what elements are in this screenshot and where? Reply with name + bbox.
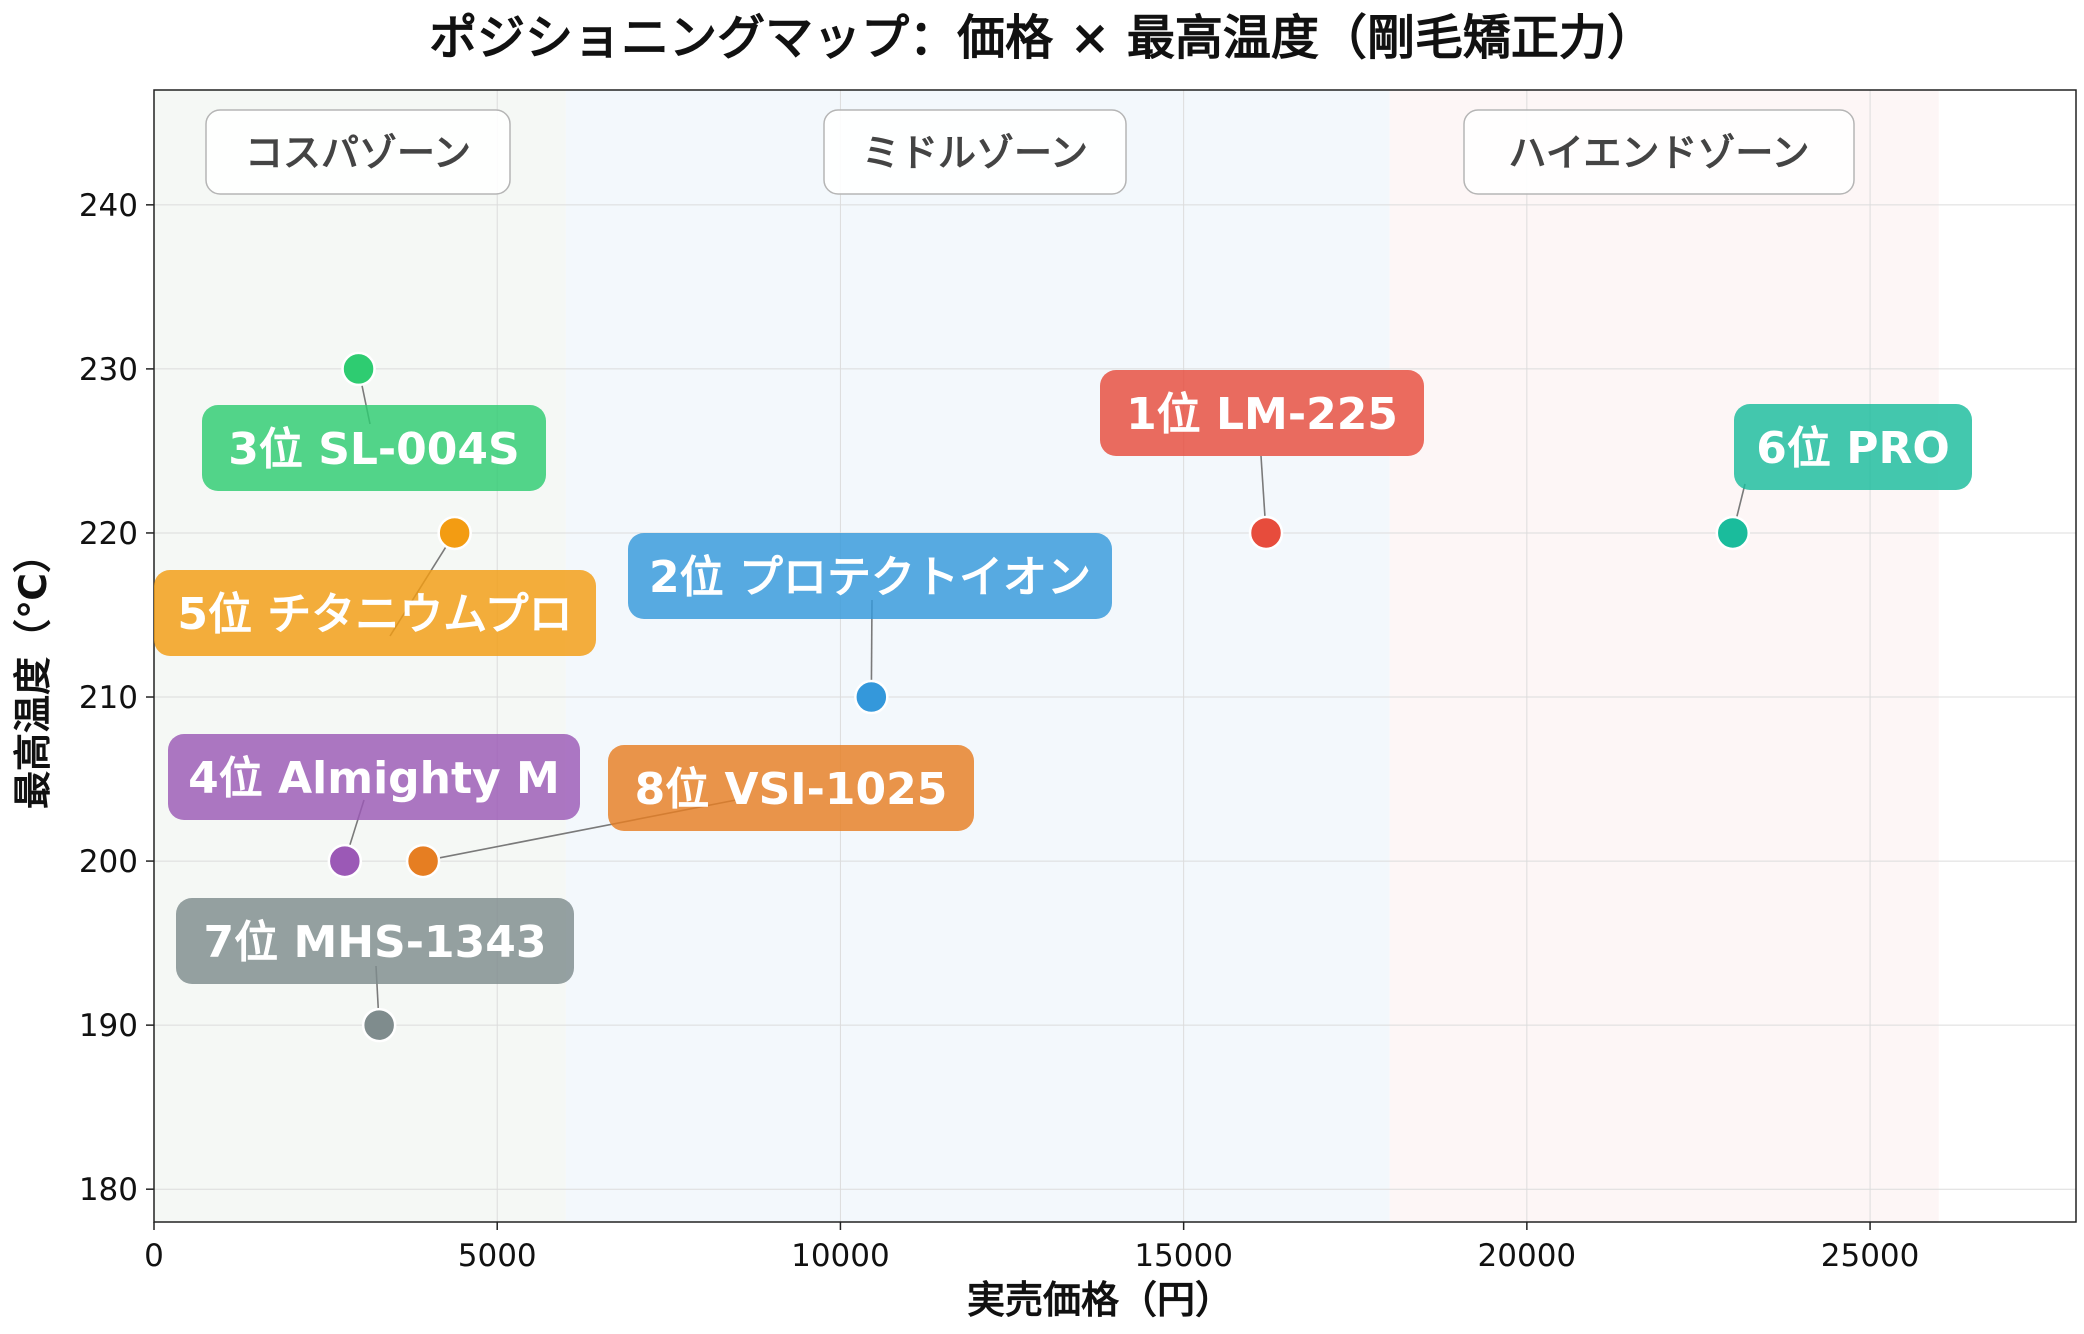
data-point-8-vsi-1025	[405, 843, 441, 879]
y-tick-label-230: 230	[79, 352, 138, 388]
point-label-6-pro: 6位 PRO	[1756, 423, 1949, 474]
data-point-2	[854, 679, 889, 715]
zone-label-3: ハイエンドゾーン	[1509, 131, 1810, 175]
x-tick-label-10000: 10000	[791, 1238, 890, 1274]
x-tick-label-0: 0	[144, 1238, 164, 1274]
point-label-box-8-vsi-1025	[608, 745, 974, 831]
y-tick-label-200: 200	[79, 844, 138, 880]
point-label-box-7-mhs-1343	[176, 898, 574, 984]
chart-title: ポジショニングマップ：価格 × 最高温度（剛毛矯正力）	[429, 10, 1655, 66]
zone-label-1: コスパゾーン	[245, 131, 471, 175]
zone-band-2	[565, 90, 1390, 1222]
x-tick-label-5000: 5000	[458, 1238, 537, 1274]
point-label-8-vsi-1025: 8位 VSI-1025	[635, 764, 948, 815]
y-tick-label-240: 240	[79, 188, 138, 224]
zone-label-box-3	[1463, 109, 1855, 195]
zone-label-box-2	[823, 109, 1127, 195]
x-tick-label-15000: 15000	[1134, 1238, 1233, 1274]
data-point-6-pro	[1715, 515, 1751, 551]
ticks-layer: 0 5000 10000 15000 20000 25000 180 190 200 210 220…	[79, 188, 1920, 1274]
points-layer	[327, 351, 1751, 1043]
y-tick-label-190: 190	[79, 1008, 138, 1044]
point-label-2: 2位 プロテクトイオン	[649, 552, 1091, 603]
zone-label-2: ミドルゾーン	[862, 131, 1088, 175]
point-label-7-mhs-1343: 7位 MHS-1343	[204, 917, 547, 968]
point-label-box-1-lm-225	[1100, 370, 1424, 456]
data-point-7-mhs-1343	[361, 1007, 397, 1043]
y-tick-label-220: 220	[79, 516, 138, 552]
point-label-5: 5位 チタニウムプロ	[177, 589, 572, 640]
x-tick-label-20000: 20000	[1478, 1238, 1577, 1274]
data-point-5	[437, 515, 472, 551]
point-label-box-4-almighty-m	[168, 734, 580, 820]
y-tick-label-210: 210	[79, 680, 138, 716]
zone-band-3	[1389, 90, 1939, 1222]
zone-labels-layer: コスパゾーン ミドルゾーン ハイエンドゾーン	[205, 109, 1855, 195]
x-axis-label: 実売価格（円）	[967, 1278, 1233, 1322]
zone-label-box-1	[205, 109, 511, 195]
data-point-4-almighty-m	[327, 843, 363, 879]
point-label-box-2	[628, 533, 1112, 619]
y-tick-label-180: 180	[79, 1172, 138, 1208]
point-label-box-5	[154, 570, 596, 656]
data-point-1-lm-225	[1248, 515, 1284, 551]
plot-frame	[153, 89, 2077, 1223]
point-label-box-3-sl-004s	[202, 405, 546, 491]
point-labels-layer: 1位 LM-225 2位 プロテクトイオン 3位 SL-004S 4位 Almight…	[154, 370, 1972, 984]
point-label-box-6-pro	[1734, 404, 1972, 490]
x-tick-label-25000: 25000	[1821, 1238, 1920, 1274]
y-axis-label: 最高温度（℃）	[11, 535, 55, 809]
point-label-4-almighty-m: 4位 Almighty M	[188, 753, 560, 804]
point-label-3-sl-004s: 3位 SL-004S	[228, 424, 519, 475]
point-label-1-lm-225: 1位 LM-225	[1126, 389, 1398, 440]
data-point-3-sl-004s	[341, 351, 376, 387]
